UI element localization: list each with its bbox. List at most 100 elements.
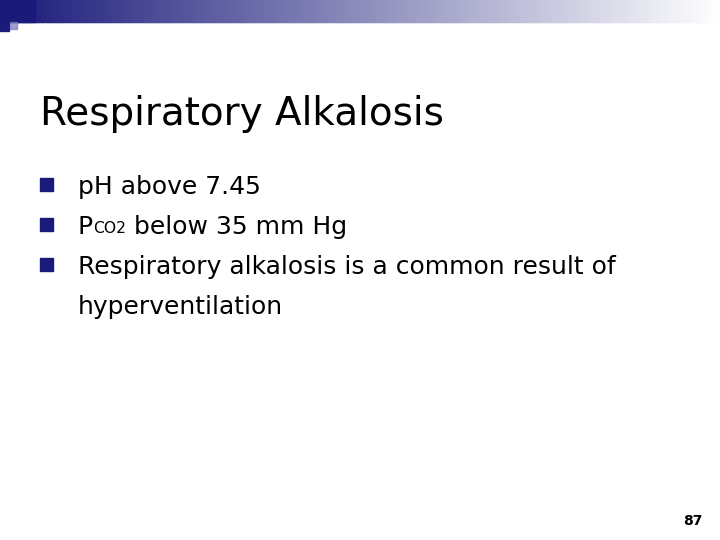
Bar [391, 0, 395, 22]
Bar [384, 0, 387, 22]
Text: Respiratory Alkalosis: Respiratory Alkalosis [40, 95, 444, 133]
Bar [259, 0, 263, 22]
Bar [12, 0, 15, 22]
Bar [686, 0, 690, 22]
Bar [480, 0, 483, 22]
Bar [626, 0, 630, 22]
Bar [297, 0, 301, 22]
Bar [511, 0, 515, 22]
Bar [571, 0, 575, 22]
Bar [91, 0, 94, 22]
Bar [456, 0, 459, 22]
Bar [518, 0, 522, 22]
Bar [17, 0, 20, 22]
Bar [698, 0, 702, 22]
Bar [106, 0, 109, 22]
Bar [516, 0, 519, 22]
Bar [713, 0, 716, 22]
Bar [549, 0, 553, 22]
Bar [624, 0, 627, 22]
Bar [156, 0, 159, 22]
Bar [139, 0, 143, 22]
Bar [168, 0, 171, 22]
Bar [653, 0, 656, 22]
Bar [223, 0, 227, 22]
Bar [413, 0, 416, 22]
Bar [382, 0, 385, 22]
Bar [178, 0, 181, 22]
Bar [214, 0, 217, 22]
Bar [317, 0, 320, 22]
Bar [718, 0, 720, 22]
Bar [711, 0, 714, 22]
Bar [533, 0, 536, 22]
Bar [36, 0, 40, 22]
Bar [629, 0, 632, 22]
Bar [708, 0, 711, 22]
Bar [477, 0, 481, 22]
Bar [9, 0, 13, 22]
Bar [40, 258, 53, 271]
Bar [27, 0, 30, 22]
Bar [343, 0, 346, 22]
Bar [593, 0, 596, 22]
Bar [2, 0, 6, 22]
Bar [103, 0, 107, 22]
Bar [132, 0, 135, 22]
Bar [137, 0, 140, 22]
Bar [639, 0, 642, 22]
Bar [41, 0, 44, 22]
Bar [490, 0, 493, 22]
Bar [192, 0, 195, 22]
Bar [329, 0, 332, 22]
Bar [585, 0, 589, 22]
Bar [559, 0, 562, 22]
Bar [245, 0, 248, 22]
Bar [564, 0, 567, 22]
Bar [48, 0, 51, 22]
Bar [540, 0, 544, 22]
Bar [216, 0, 220, 22]
Bar [271, 0, 274, 22]
Bar [149, 0, 152, 22]
Bar [468, 0, 472, 22]
Text: 87: 87 [683, 514, 702, 528]
Bar [703, 0, 706, 22]
Bar [446, 0, 450, 22]
Bar [65, 0, 68, 22]
Bar [358, 0, 361, 22]
Bar [50, 0, 54, 22]
Bar [499, 0, 503, 22]
Bar [113, 0, 116, 22]
Text: Respiratory alkalosis is a common result of: Respiratory alkalosis is a common result… [78, 255, 616, 279]
Bar [506, 0, 510, 22]
Bar [336, 0, 339, 22]
Text: P: P [78, 215, 93, 239]
Bar [202, 0, 205, 22]
Bar [432, 0, 436, 22]
Bar [437, 0, 440, 22]
Bar [122, 0, 126, 22]
Bar [221, 0, 224, 22]
Bar [365, 0, 368, 22]
Bar [547, 0, 551, 22]
Bar [29, 0, 32, 22]
Bar [588, 0, 591, 22]
Bar [307, 0, 310, 22]
Bar [439, 0, 443, 22]
Bar [689, 0, 692, 22]
Bar [175, 0, 179, 22]
Bar [655, 0, 659, 22]
Bar [153, 0, 157, 22]
Bar [463, 0, 467, 22]
Bar [163, 0, 166, 22]
Bar [0, 0, 4, 22]
Bar [492, 0, 495, 22]
Bar [333, 0, 337, 22]
Bar [646, 0, 649, 22]
Bar [405, 0, 409, 22]
Bar [269, 0, 272, 22]
Bar [415, 0, 418, 22]
Bar [410, 0, 414, 22]
Bar [266, 0, 270, 22]
